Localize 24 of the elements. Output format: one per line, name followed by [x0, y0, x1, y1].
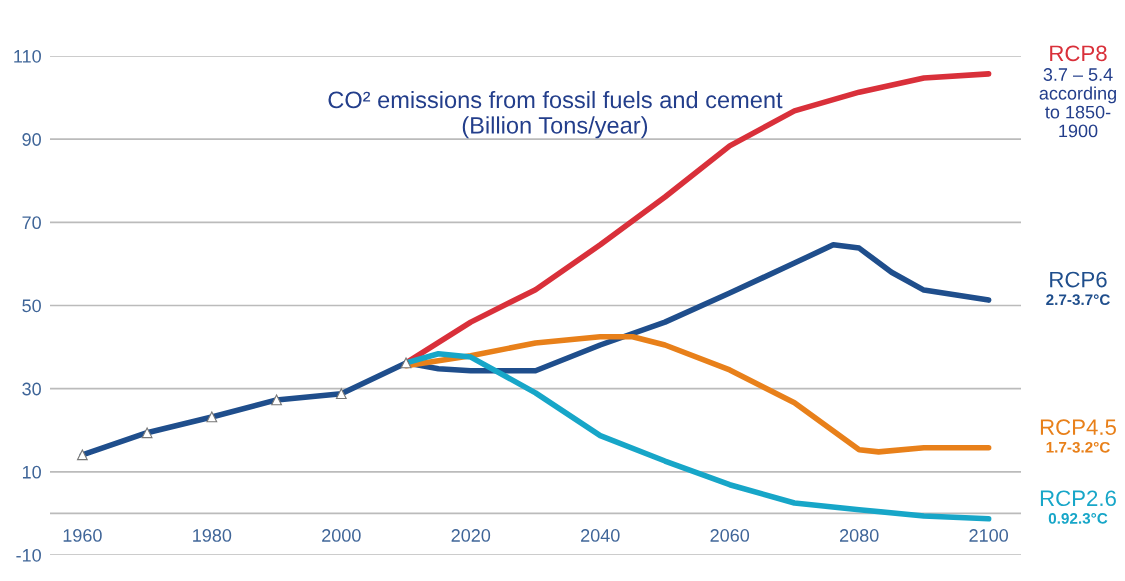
- y-tick-label: 90: [22, 133, 41, 146]
- y-tick-label: 50: [22, 299, 41, 313]
- text: RCP6: [1050, 271, 1107, 288]
- text: RCP4.5: [1040, 419, 1116, 436]
- x-tick-label: 2060: [710, 529, 750, 542]
- x-tick-label: 2080: [839, 529, 879, 542]
- x-tick-label: 2020: [451, 529, 491, 542]
- text: RCP2.6: [1040, 490, 1116, 507]
- text: 0.92.3°C: [1048, 512, 1108, 524]
- text: 1.7-3.2°C: [1046, 441, 1110, 453]
- text: 2.7-3.7°C: [1046, 294, 1110, 306]
- text: CO² emissions from fossil fuels and cement (Billion Tons/year): [328, 90, 783, 139]
- x-tick-label: 1980: [193, 529, 232, 542]
- text: RCP8: [1050, 45, 1107, 62]
- y-tick-label: -10: [16, 548, 41, 562]
- y-tick-label: 70: [22, 216, 41, 230]
- x-tick-label: 2100: [969, 529, 1009, 542]
- y-tick-label: 30: [22, 382, 41, 396]
- x-tick-label: 1960: [63, 529, 102, 542]
- text: 3.7 – 5.4 according to 1850- 1900: [1039, 68, 1116, 138]
- x-tick-label: 2000: [322, 529, 361, 542]
- y-tick-label: 10: [22, 465, 41, 479]
- x-tick-label: 2040: [581, 529, 620, 542]
- y-tick-label: 110: [14, 49, 41, 63]
